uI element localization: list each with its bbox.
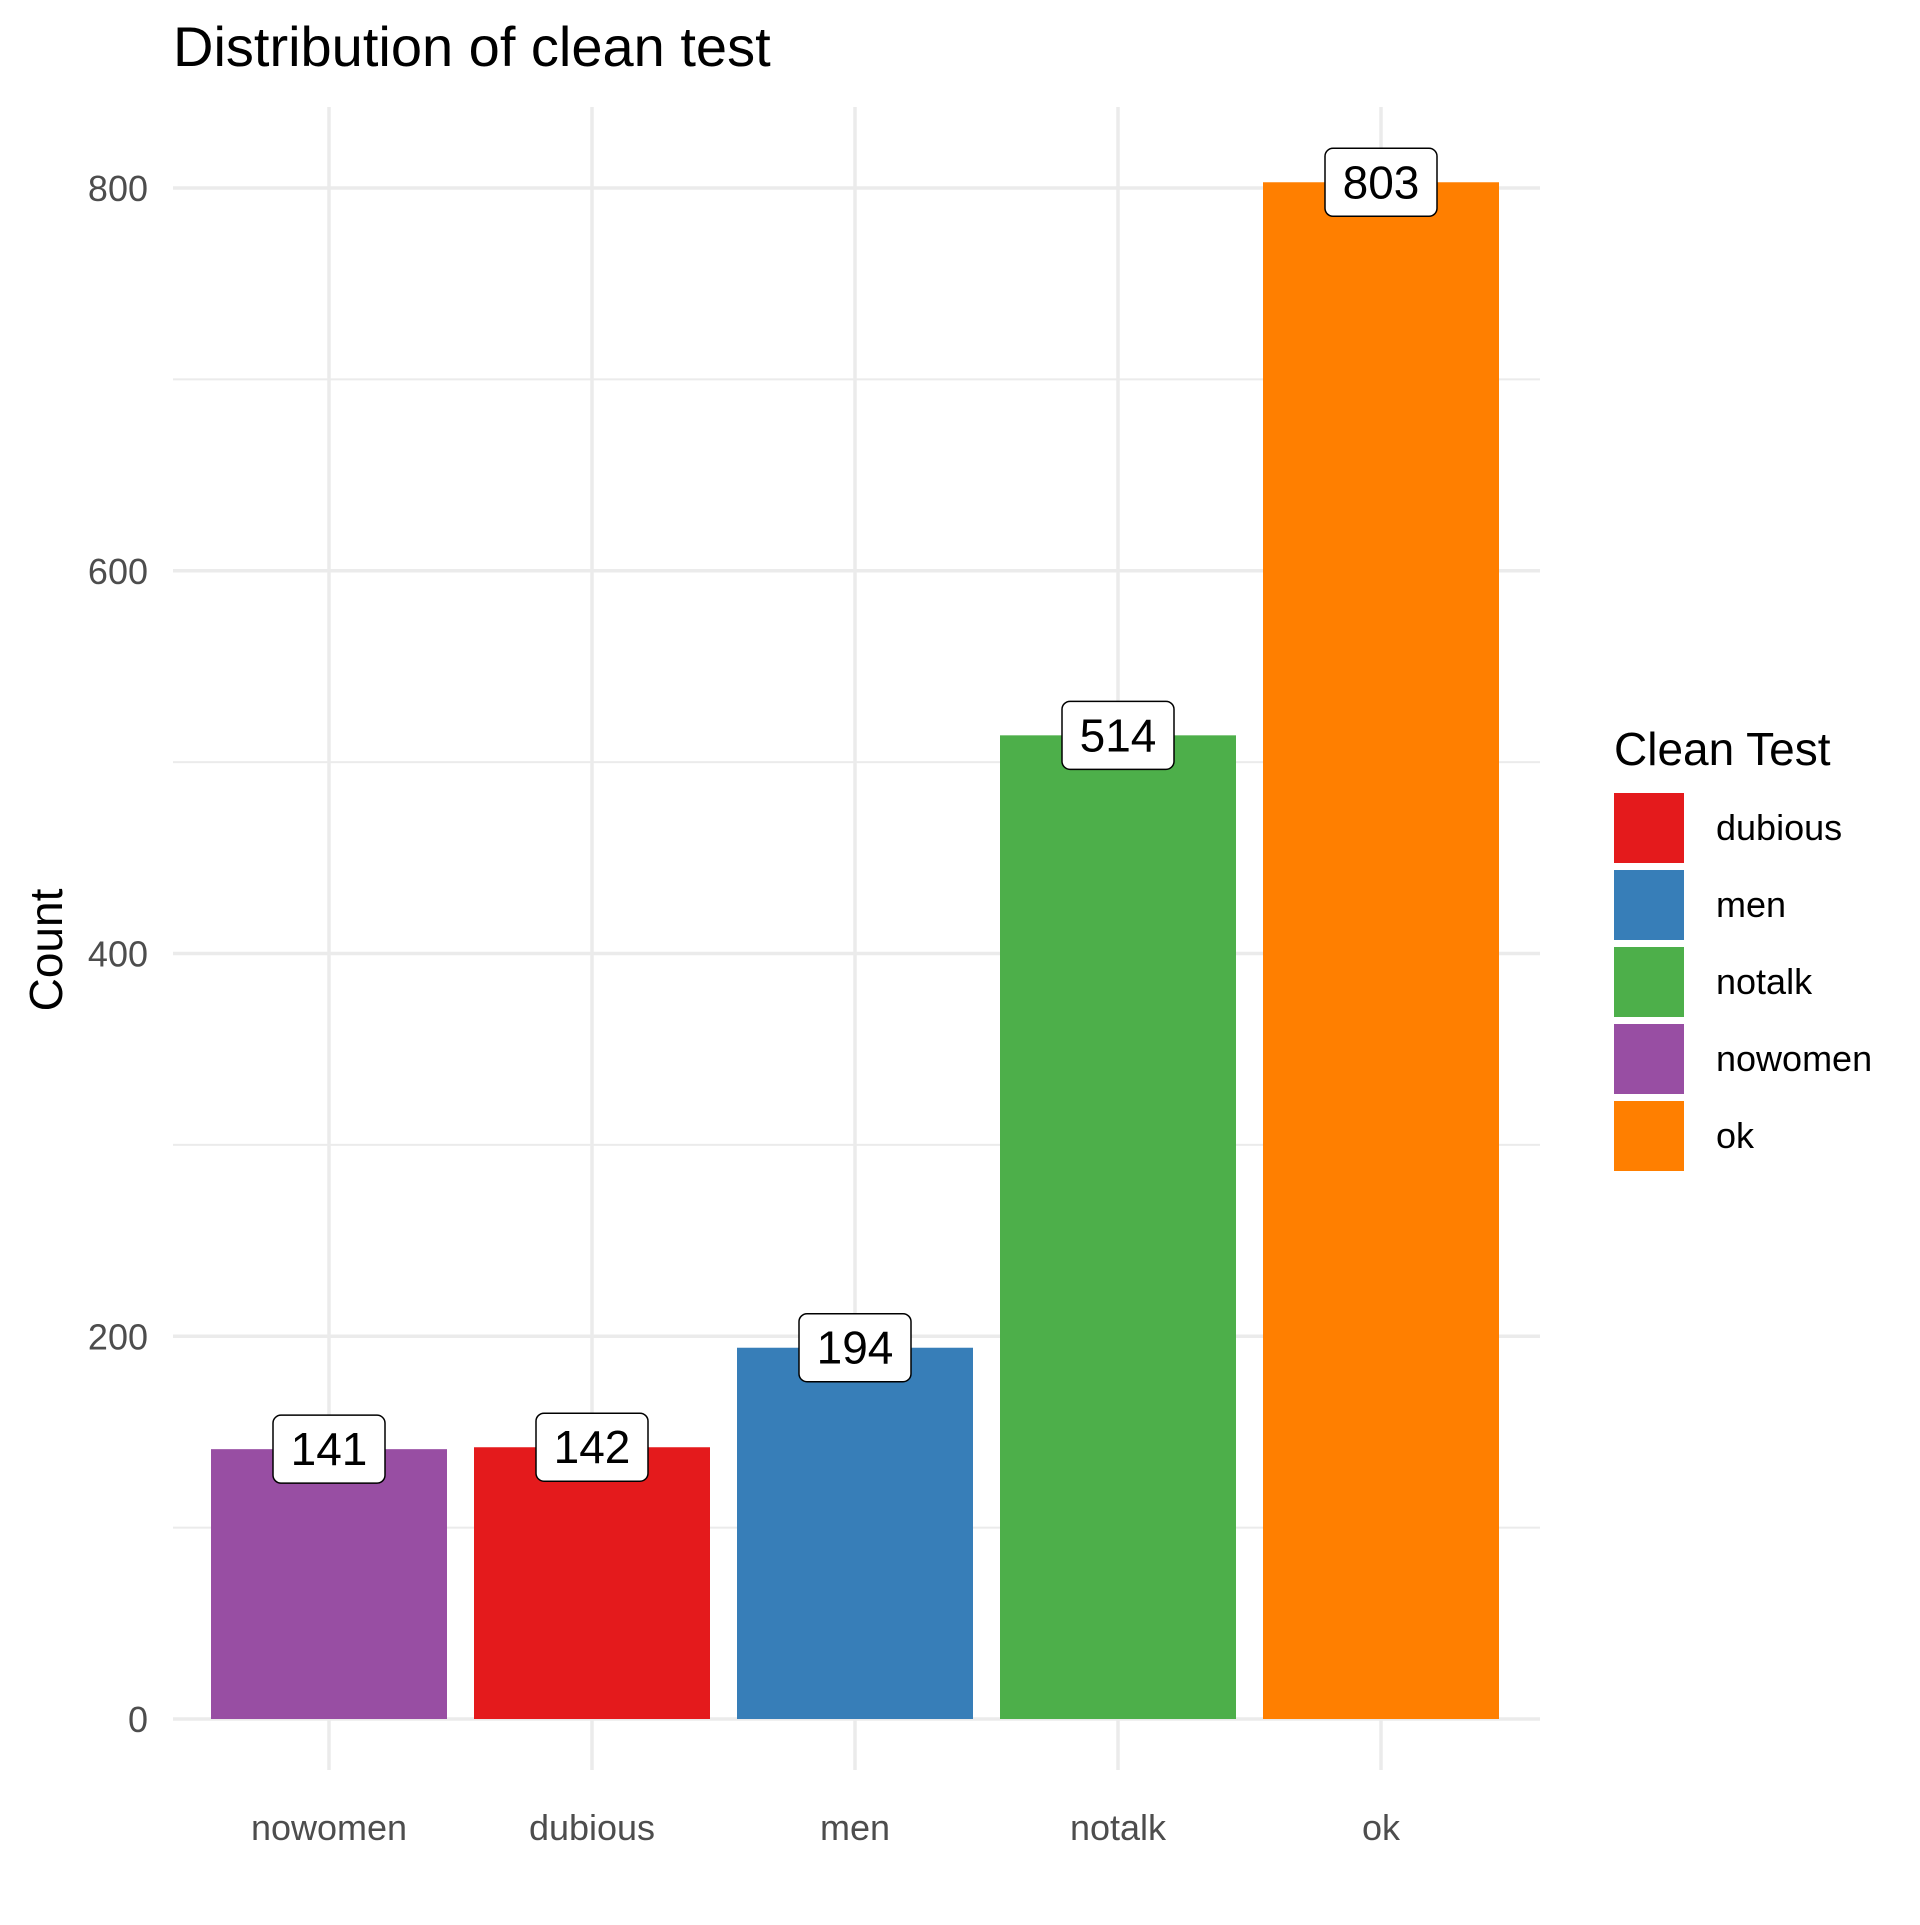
x-tick-label: men <box>820 1807 890 1848</box>
data-label-box <box>1324 147 1438 218</box>
data-label: 141 <box>291 1423 368 1475</box>
legend-item-label: dubious <box>1716 807 1842 848</box>
bar-notalk <box>1000 735 1236 1719</box>
chart-title: Distribution of clean test <box>173 15 771 78</box>
legend-title: Clean Test <box>1614 723 1831 775</box>
bars <box>211 182 1499 1719</box>
x-tick-label: dubious <box>529 1807 655 1848</box>
x-tick-label: nowomen <box>251 1807 407 1848</box>
legend-item-label: nowomen <box>1716 1038 1872 1079</box>
bar-dubious <box>474 1447 710 1719</box>
bar-nowomen <box>211 1449 447 1719</box>
legend-swatch <box>1614 1101 1684 1171</box>
data-label-box <box>272 1414 386 1484</box>
legend: Clean Test dubious men notalk nowomen ok <box>1614 723 1872 1171</box>
legend-swatch <box>1614 870 1684 940</box>
y-tick-label: 600 <box>88 551 148 592</box>
x-tick-label: notalk <box>1070 1807 1167 1848</box>
data-label: 142 <box>554 1421 631 1473</box>
bar-ok <box>1263 182 1499 1719</box>
legend-swatch <box>1614 793 1684 863</box>
data-label-box <box>798 1312 912 1383</box>
data-label-box <box>535 1412 649 1482</box>
legend-swatch <box>1614 1024 1684 1094</box>
y-axis-label: Count <box>20 888 72 1011</box>
y-tick-label: 800 <box>88 168 148 209</box>
data-labels: 141 142 194 514 803 <box>272 147 1438 1484</box>
data-label: 803 <box>1343 156 1420 208</box>
legend-item-label: ok <box>1716 1115 1755 1156</box>
bar-men <box>737 1347 973 1719</box>
data-label-box <box>1061 700 1175 771</box>
data-label: 514 <box>1080 709 1157 761</box>
legend-item-label: men <box>1716 884 1786 925</box>
y-tick-label: 400 <box>88 934 148 975</box>
y-tick-label: 200 <box>88 1316 148 1357</box>
axis-ticks: 0 200 400 600 800 nowomen dubious men notalk ok <box>88 168 1401 1848</box>
y-tick-label: 0 <box>128 1699 148 1740</box>
x-tick-label: ok <box>1362 1807 1401 1848</box>
legend-swatch <box>1614 947 1684 1017</box>
legend-item-label: notalk <box>1716 961 1813 1002</box>
data-label: 194 <box>817 1322 894 1374</box>
